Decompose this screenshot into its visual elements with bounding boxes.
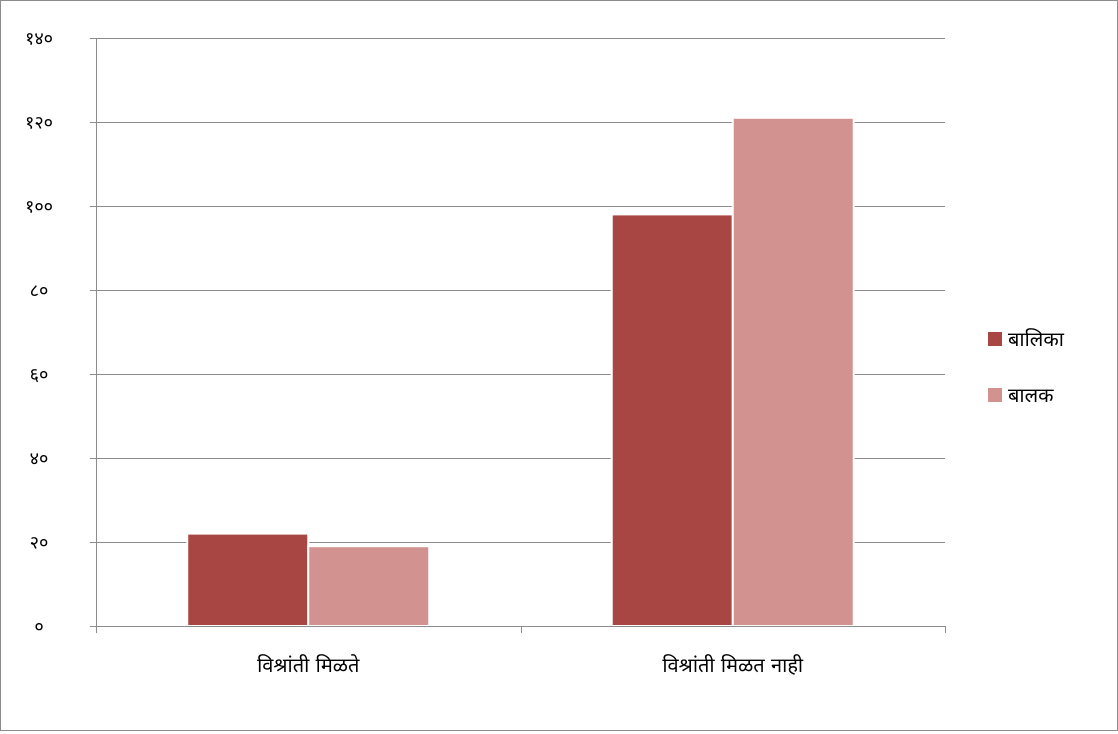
bar-series-2 (307, 545, 431, 628)
y-tick-label: ८० (30, 281, 49, 302)
bar-series-1 (610, 213, 734, 627)
bar-series-2 (731, 116, 855, 628)
legend-label: बालिका (1008, 327, 1065, 351)
y-tick-labels: ० २० ४० ६० ८० १०० १२० १४० (25, 29, 53, 638)
x-category-labels: विश्रांती मिळते विश्रांती मिळत नाही (257, 653, 804, 677)
y-tick-label: १०० (25, 197, 53, 218)
legend: बालिका बालक (988, 327, 1065, 407)
legend-swatch (988, 388, 1002, 402)
y-tick-label: ६० (30, 365, 49, 386)
bars (186, 116, 855, 628)
x-category-label: विश्रांती मिळत नाही (662, 653, 804, 677)
y-tick-label: १४० (25, 29, 53, 50)
legend-swatch (988, 332, 1002, 346)
legend-label: बालक (1008, 383, 1054, 407)
bar-series-1 (186, 532, 310, 627)
y-tick-label: २० (30, 533, 49, 554)
y-tick-label: १२० (25, 113, 53, 134)
x-category-label: विश्रांती मिळते (257, 653, 360, 677)
gridlines (96, 38, 945, 543)
y-tick-label: ० (34, 617, 43, 638)
axes (90, 38, 946, 633)
y-tick-label: ४० (30, 449, 49, 470)
